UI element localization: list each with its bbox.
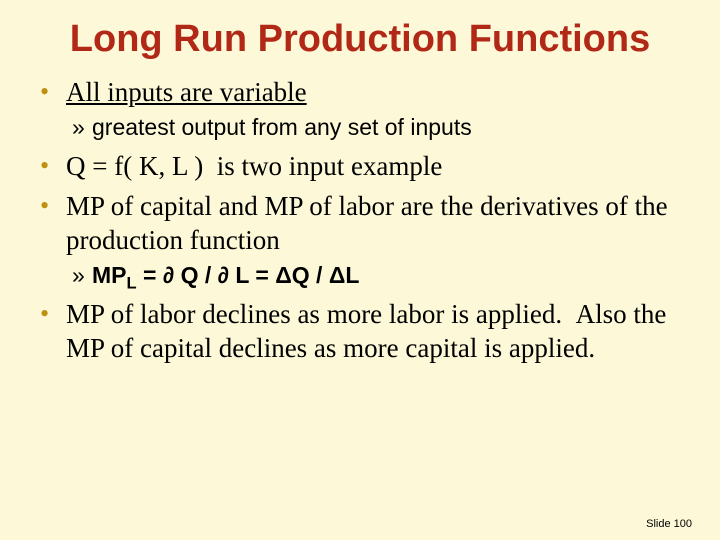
bullet-text: MP of capital and MP of labor are the de… — [66, 191, 668, 255]
bullet-level1: • Q = f( K, L ) is two input example — [36, 150, 684, 184]
bullet-list: • All inputs are variable » greatest output… — [36, 76, 684, 366]
bullet-level1: • MP of capital and MP of labor are the d… — [36, 190, 684, 258]
bullet-level1: • MP of labor declines as more labor is a… — [36, 298, 684, 366]
bullet-marker: • — [40, 150, 49, 183]
sub-bullet-text: greatest output from any set of inputs — [92, 114, 472, 140]
sub-bullet-marker: » — [72, 261, 85, 290]
bullet-text: Q = f( K, L ) is two input example — [66, 151, 442, 181]
bullet-level1: • All inputs are variable — [36, 76, 684, 110]
sub-bullet-text: MPL = ∂ Q / ∂ L = ΔQ / ΔL — [92, 262, 359, 288]
bullet-text: MP of labor declines as more labor is ap… — [66, 299, 666, 363]
bullet-level2: » MPL = ∂ Q / ∂ L = ΔQ / ΔL — [36, 261, 684, 290]
bullet-level2: » greatest output from any set of inputs — [36, 113, 684, 142]
sub-bullet-marker: » — [72, 113, 85, 142]
slide-footer: Slide 100 — [646, 518, 692, 530]
bullet-marker: • — [40, 76, 49, 109]
slide: Long Run Production Functions • All input… — [0, 0, 720, 540]
bullet-marker: • — [40, 298, 49, 331]
bullet-text: All inputs are variable — [66, 77, 307, 107]
bullet-marker: • — [40, 190, 49, 223]
slide-title: Long Run Production Functions — [36, 18, 684, 62]
